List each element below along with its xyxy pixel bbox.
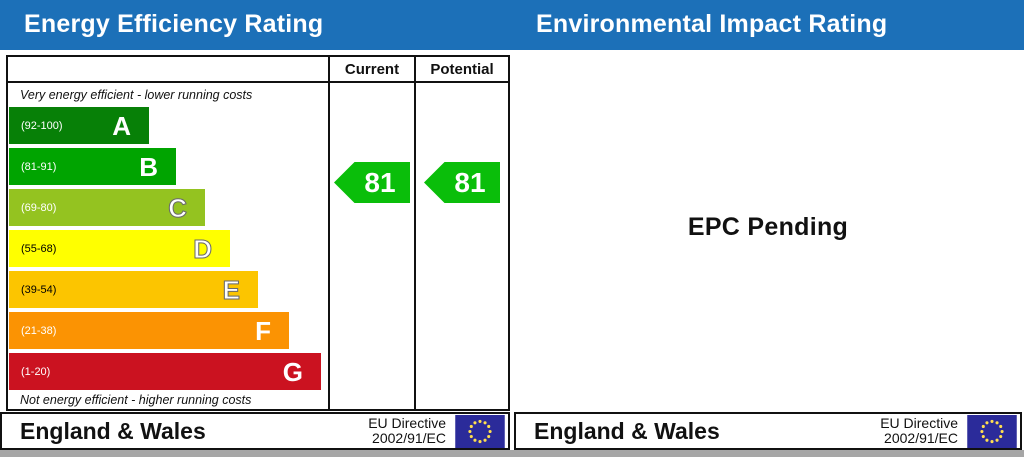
band-b-letter: B	[139, 151, 158, 182]
band-e-letter: E	[222, 274, 240, 305]
eu-directive-line1: EU Directive	[880, 415, 958, 431]
band-c-range: (69-80)	[21, 201, 57, 214]
band-d-range: (55-68)	[21, 242, 57, 255]
header-bar: Energy Efficiency Rating Environmental I…	[0, 0, 1024, 50]
energy-efficiency-title: Energy Efficiency Rating	[24, 10, 324, 38]
chart-header-cell	[8, 57, 330, 81]
potential-rating-value: 81	[454, 166, 486, 198]
environmental-impact-title: Environmental Impact Rating	[536, 10, 888, 38]
bottom-shadow-strip	[0, 450, 1024, 457]
band-g: (1-20) G	[9, 353, 321, 390]
bottom-note: Not energy efficient - higher running co…	[20, 393, 252, 407]
region-label: England & Wales	[534, 417, 720, 444]
rating-bands-cell: Very energy efficient - lower running co…	[8, 83, 330, 409]
table-header-row: Current Potential	[8, 57, 508, 83]
potential-column-header: Potential	[430, 60, 494, 78]
region-label: England & Wales	[20, 417, 206, 444]
band-f-letter: F	[255, 315, 271, 346]
eu-directive-text: EU Directive 2002/91/EC	[368, 416, 446, 446]
current-column: 81	[330, 83, 416, 409]
band-c-letter: C	[168, 192, 188, 223]
band-f: (21-38) F	[9, 312, 289, 349]
epc-pending-status: EPC Pending	[687, 213, 849, 241]
band-a-letter: A	[112, 110, 131, 141]
eu-flag-icon	[455, 414, 505, 448]
current-rating-arrow: 81	[334, 162, 410, 203]
energy-rating-table: Current Potential Very energy efficient …	[6, 55, 510, 411]
rating-bands: (92-100) A (81-91) B (69-80) C (55-68) D	[9, 107, 328, 390]
band-e: (39-54) E	[9, 271, 258, 308]
band-a-range: (92-100)	[21, 119, 63, 132]
footer-left: England & Wales EU Directive 2002/91/EC	[0, 412, 510, 450]
band-g-letter: G	[282, 356, 303, 387]
band-c: (69-80) C	[9, 189, 205, 226]
top-note: Very energy efficient - lower running co…	[20, 88, 253, 102]
eu-flag-icon	[967, 414, 1017, 448]
eu-directive-line1: EU Directive	[368, 415, 446, 431]
potential-column: 81	[416, 83, 508, 409]
eu-directive-line2: 2002/91/EC	[884, 430, 958, 446]
band-b-range: (81-91)	[21, 160, 57, 173]
potential-rating-arrow: 81	[424, 162, 500, 203]
band-d: (55-68) D	[9, 230, 230, 267]
current-rating-value: 81	[364, 166, 396, 198]
band-b: (81-91) B	[9, 148, 176, 185]
eu-directive-line2: 2002/91/EC	[372, 430, 446, 446]
band-g-range: (1-20)	[21, 365, 51, 378]
footer-right: England & Wales EU Directive 2002/91/EC	[514, 412, 1022, 450]
table-body: Very energy efficient - lower running co…	[8, 83, 508, 409]
band-d-letter: D	[193, 233, 213, 264]
eu-directive-text: EU Directive 2002/91/EC	[880, 416, 958, 446]
current-column-header: Current	[330, 57, 416, 81]
band-a: (92-100) A	[9, 107, 149, 144]
band-e-range: (39-54)	[21, 283, 57, 296]
band-f-range: (21-38)	[21, 324, 57, 337]
